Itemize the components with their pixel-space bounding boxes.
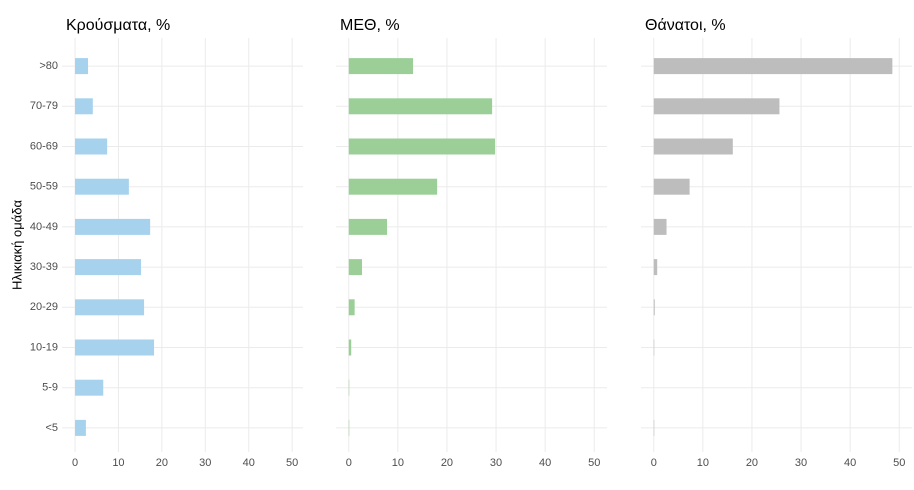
bar [653,259,658,276]
x-tick-label: 40 [844,457,856,469]
bar [348,259,363,276]
y-tick-label: 30-39 [30,261,58,273]
x-tick-label: 40 [539,457,551,469]
bar [75,339,155,356]
bar [75,379,104,396]
bar [75,58,89,75]
panel-title: Κρούσματα, % [66,17,170,34]
bar [348,299,355,316]
bar [348,339,352,356]
y-tick-label: 10-19 [30,341,58,353]
x-tick-label: 50 [893,457,905,469]
bar [653,299,655,316]
x-tick-label: 20 [746,457,758,469]
bar [653,58,893,75]
x-tick-label: 40 [243,457,255,469]
bar [75,299,145,316]
y-tick-label: 20-29 [30,301,58,313]
x-tick-label: 20 [441,457,453,469]
x-tick-label: 50 [286,457,298,469]
bar [348,178,438,195]
bar [75,178,129,195]
y-tick-label: 40-49 [30,221,58,233]
bar [348,218,388,235]
bar [75,259,142,276]
bar [348,138,496,155]
y-tick-label: 60-69 [30,140,58,152]
bar [75,218,151,235]
x-tick-label: 0 [72,457,78,469]
x-tick-label: 50 [588,457,600,469]
y-tick-label: 5-9 [42,382,58,394]
x-tick-label: 30 [795,457,807,469]
x-tick-label: 10 [392,457,404,469]
bar [75,98,93,115]
y-axis-label: Ηλικιακή ομάδα [9,200,24,290]
y-tick-label: 50-59 [30,181,58,193]
bar [348,98,493,115]
bar [653,138,733,155]
bar [653,218,667,235]
x-tick-label: 0 [651,457,657,469]
y-tick-label: >80 [39,60,58,72]
x-tick-label: 0 [346,457,352,469]
y-tick-label: <5 [45,422,58,434]
x-tick-label: 10 [697,457,709,469]
bar [653,98,780,115]
bar [75,138,108,155]
panel-title: ΜΕΘ, % [340,17,400,34]
bar [653,178,690,195]
panel-title: Θάνατοι, % [645,17,726,34]
x-tick-label: 20 [156,457,168,469]
bar [348,58,414,75]
x-tick-label: 10 [112,457,124,469]
bar [75,419,86,436]
y-tick-label: 70-79 [30,100,58,112]
x-tick-label: 30 [199,457,211,469]
x-tick-label: 30 [490,457,502,469]
